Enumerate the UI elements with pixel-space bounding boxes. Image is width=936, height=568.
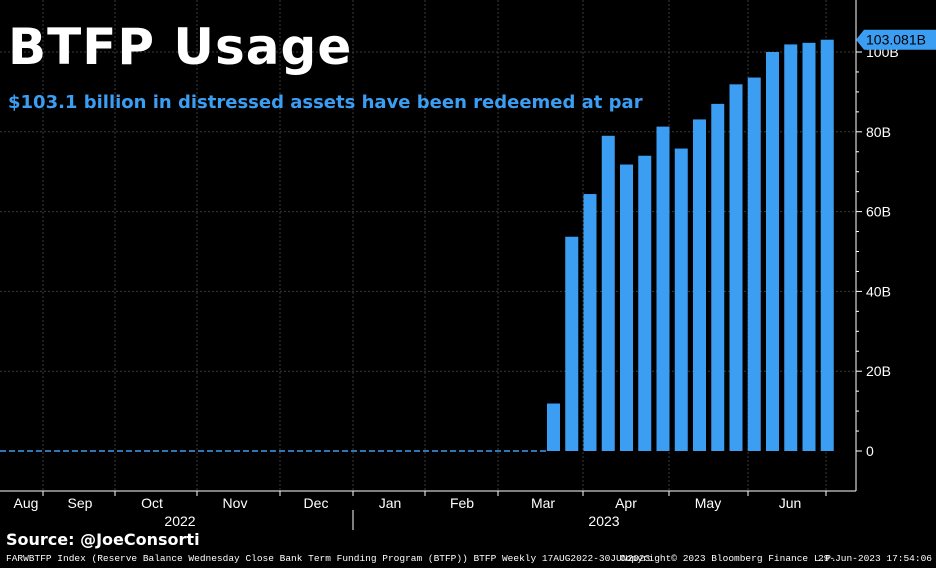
axes [0,0,862,530]
bar [784,44,798,451]
index-info: FARWBTFP Index (Reserve Balance Wednesda… [6,553,651,564]
chart-subtitle: $103.1 billion in distressed assets have… [8,92,643,113]
x-month-label: Aug [14,495,39,511]
bar [583,194,597,451]
timestamp: 29-Jun-2023 17:54:06 [817,553,932,564]
last-value-label: 103.081B [866,32,926,48]
x-month-label: Apr [615,495,637,511]
x-month-label: Dec [304,495,329,511]
x-year-label: 2022 [164,513,195,529]
bar [601,135,615,452]
bar [747,77,761,451]
last-value-box [856,29,936,50]
bar [820,39,834,451]
x-month-label: May [695,495,721,511]
bar [711,103,725,452]
x-month-label: Nov [223,495,248,511]
x-month-label: Oct [141,495,163,511]
copyright: Copyright© 2023 Bloomberg Finance L.P. [620,553,837,564]
x-month-label: Feb [450,495,474,511]
x-year-label: 2023 [588,513,619,529]
bar [565,236,579,451]
bar [674,148,688,452]
x-month-label: Jan [379,495,402,511]
source-label: Source: @JoeConsorti [6,530,200,549]
bar [620,164,633,451]
bar [766,52,779,451]
bar [802,42,816,451]
y-tick-label: 0 [866,443,874,459]
x-month-label: Mar [531,495,555,511]
bar [656,126,670,451]
chart-title: BTFP Usage [8,18,353,76]
x-month-label: Sep [68,495,93,511]
bar [693,119,706,451]
x-month-label: Jun [779,495,802,511]
y-tick-label: 20B [866,363,891,379]
y-tick-label: 80B [866,124,891,140]
bar [729,84,743,451]
y-tick-label: 60B [866,204,891,220]
last-value-callout: 103.081B [856,29,936,50]
y-tick-label: 40B [866,283,891,299]
x-tick-labels: Aug Sep Oct Nov Dec Jan Feb Mar Apr May Jun 2022 202… [14,495,802,529]
bar [638,155,652,452]
bars [547,39,834,452]
bar [547,403,560,451]
